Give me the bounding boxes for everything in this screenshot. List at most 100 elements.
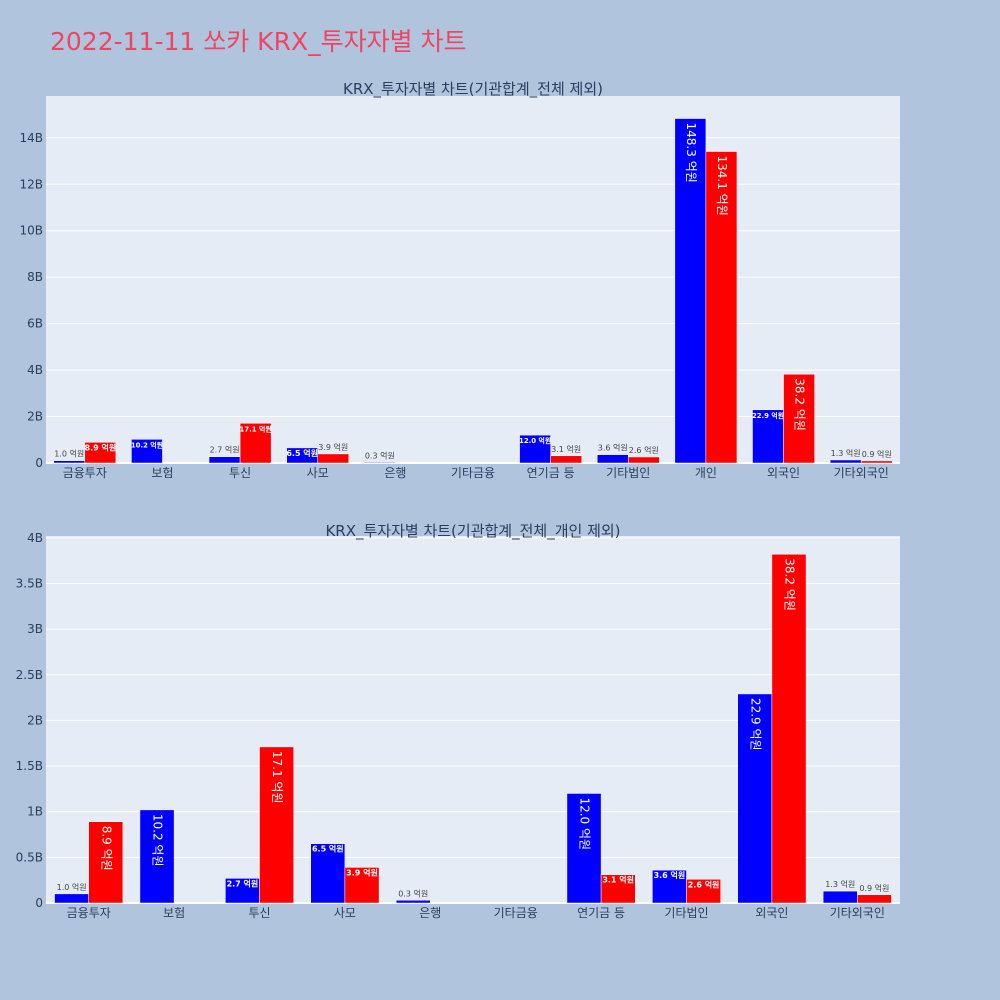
data-label: 12.0 억원	[519, 436, 551, 445]
data-label: 12.0 억원	[578, 797, 592, 850]
data-label: 8.9 억원	[99, 826, 113, 871]
x-tick-label: 외국인	[767, 466, 800, 480]
chart-title: KRX_투자자별 차트(기관합계_전체_개인 제외)	[325, 522, 620, 541]
data-label: 17.1 억원	[240, 424, 272, 433]
x-tick-label: 투신	[248, 906, 270, 920]
bar	[596, 454, 629, 464]
bar	[600, 874, 636, 904]
data-label: 0.9 억원	[862, 449, 892, 459]
data-label: 22.9 억원	[752, 411, 784, 420]
bar	[53, 460, 86, 464]
data-label: 2.6 억원	[688, 879, 720, 889]
bar	[652, 869, 687, 904]
data-label: 17.1 억원	[270, 751, 284, 804]
y-tick-label: 2B	[27, 410, 43, 424]
data-label: 10.2 억원	[151, 814, 165, 867]
x-tick-label: 보험	[163, 906, 185, 920]
data-label: 3.1 억원	[602, 875, 634, 885]
bar	[550, 455, 582, 464]
x-tick-label: 금융투자	[67, 906, 111, 920]
bar	[737, 693, 773, 904]
y-tick-label: 0.5B	[16, 850, 43, 864]
page-title: 2022-11-11 쏘카 KRX_투자자별 차트	[50, 27, 467, 56]
data-label: 134.1 억원	[715, 156, 729, 216]
bar	[686, 879, 721, 904]
data-label: 1.0 억원	[54, 449, 84, 459]
x-tick-label: 사모	[307, 466, 329, 480]
bar	[829, 459, 862, 464]
data-label: 2.7 억원	[210, 445, 240, 455]
bar	[519, 434, 551, 464]
data-label: 22.9 억원	[748, 698, 762, 751]
chart-top: 0 2B 4B 6B 8B 10B 12B 14B KRX_투자자별 차트(기관합계_전체 제외…	[19, 80, 900, 480]
x-tick-label: 기타법인	[664, 906, 708, 920]
chart-bottom: 0 0.5B 1B 1.5B 2B 2.5B 3B 3.5B 4B KRX_투자자별 차트(기관합…	[16, 522, 900, 920]
x-tick-label: 개인	[695, 466, 717, 480]
data-label: 3.1 억원	[551, 444, 581, 454]
bar	[857, 894, 892, 904]
bar	[239, 423, 272, 464]
data-label: 38.2 억원	[793, 378, 807, 431]
x-tick-label: 기타외국인	[834, 466, 889, 480]
bar	[771, 554, 807, 904]
y-tick-label: 4B	[27, 531, 43, 545]
y-tick-label: 4B	[27, 363, 43, 377]
y-tick-label: 1.5B	[16, 759, 43, 773]
x-tick-label: 은행	[419, 905, 441, 920]
x-tick-label: 은행	[384, 465, 406, 480]
x-tick-label: 금융투자	[63, 466, 107, 480]
x-tick-label: 투신	[229, 466, 251, 480]
data-label: 3.9 억원	[346, 867, 378, 877]
bar	[860, 460, 893, 464]
y-tick-label: 2.5B	[16, 668, 43, 682]
bar	[317, 453, 350, 464]
data-label: 0.3 억원	[365, 450, 395, 460]
x-tick-label: 보험	[151, 466, 173, 480]
bar	[705, 151, 738, 464]
y-tick-label: 0	[35, 896, 43, 910]
chart-title: KRX_투자자별 차트(기관합계_전체 제외)	[343, 80, 603, 99]
data-label: 3.6 억원	[598, 443, 628, 453]
data-label: 6.5 억원	[312, 844, 344, 854]
bar	[783, 374, 815, 464]
bar	[54, 893, 89, 904]
y-tick-label: 12B	[19, 177, 43, 191]
bar	[259, 746, 294, 904]
x-tick-label: 사모	[334, 906, 356, 920]
data-label: 3.6 억원	[654, 870, 686, 880]
data-label: 2.7 억원	[227, 878, 259, 888]
y-tick-label: 1B	[27, 805, 43, 819]
data-label: 148.3 억원	[684, 123, 698, 183]
bar	[84, 442, 117, 464]
plot-area	[46, 96, 900, 463]
bar	[344, 867, 380, 904]
data-label: 0.9 억원	[859, 883, 889, 893]
data-label: 0.3 억원	[398, 888, 428, 898]
y-tick-label: 2B	[27, 713, 43, 727]
y-tick-label: 0	[35, 456, 43, 470]
data-label: 38.2 억원	[782, 558, 796, 611]
y-tick-label: 10B	[19, 224, 43, 238]
bar	[395, 900, 431, 904]
data-label: 2.6 억원	[629, 445, 659, 455]
data-label: 1.3 억원	[825, 879, 855, 889]
y-tick-label: 3B	[27, 622, 43, 636]
x-tick-label: 연기금 등	[577, 906, 625, 920]
y-tick-label: 6B	[27, 317, 43, 331]
data-label: 6.5 억원	[286, 448, 318, 458]
bar	[566, 793, 602, 904]
bar	[139, 809, 175, 904]
bar	[628, 456, 660, 464]
x-tick-label: 기타법인	[606, 466, 650, 480]
y-tick-label: 14B	[19, 131, 43, 145]
y-tick-label: 8B	[27, 270, 43, 284]
bar	[131, 439, 163, 464]
x-tick-label: 기타금융	[451, 466, 495, 480]
data-label: 1.0 억원	[57, 882, 87, 892]
bar	[674, 118, 707, 464]
y-tick-label: 3.5B	[16, 576, 43, 590]
bar	[310, 843, 346, 904]
bar	[822, 890, 858, 904]
data-label: 10.2 억원	[131, 440, 163, 449]
